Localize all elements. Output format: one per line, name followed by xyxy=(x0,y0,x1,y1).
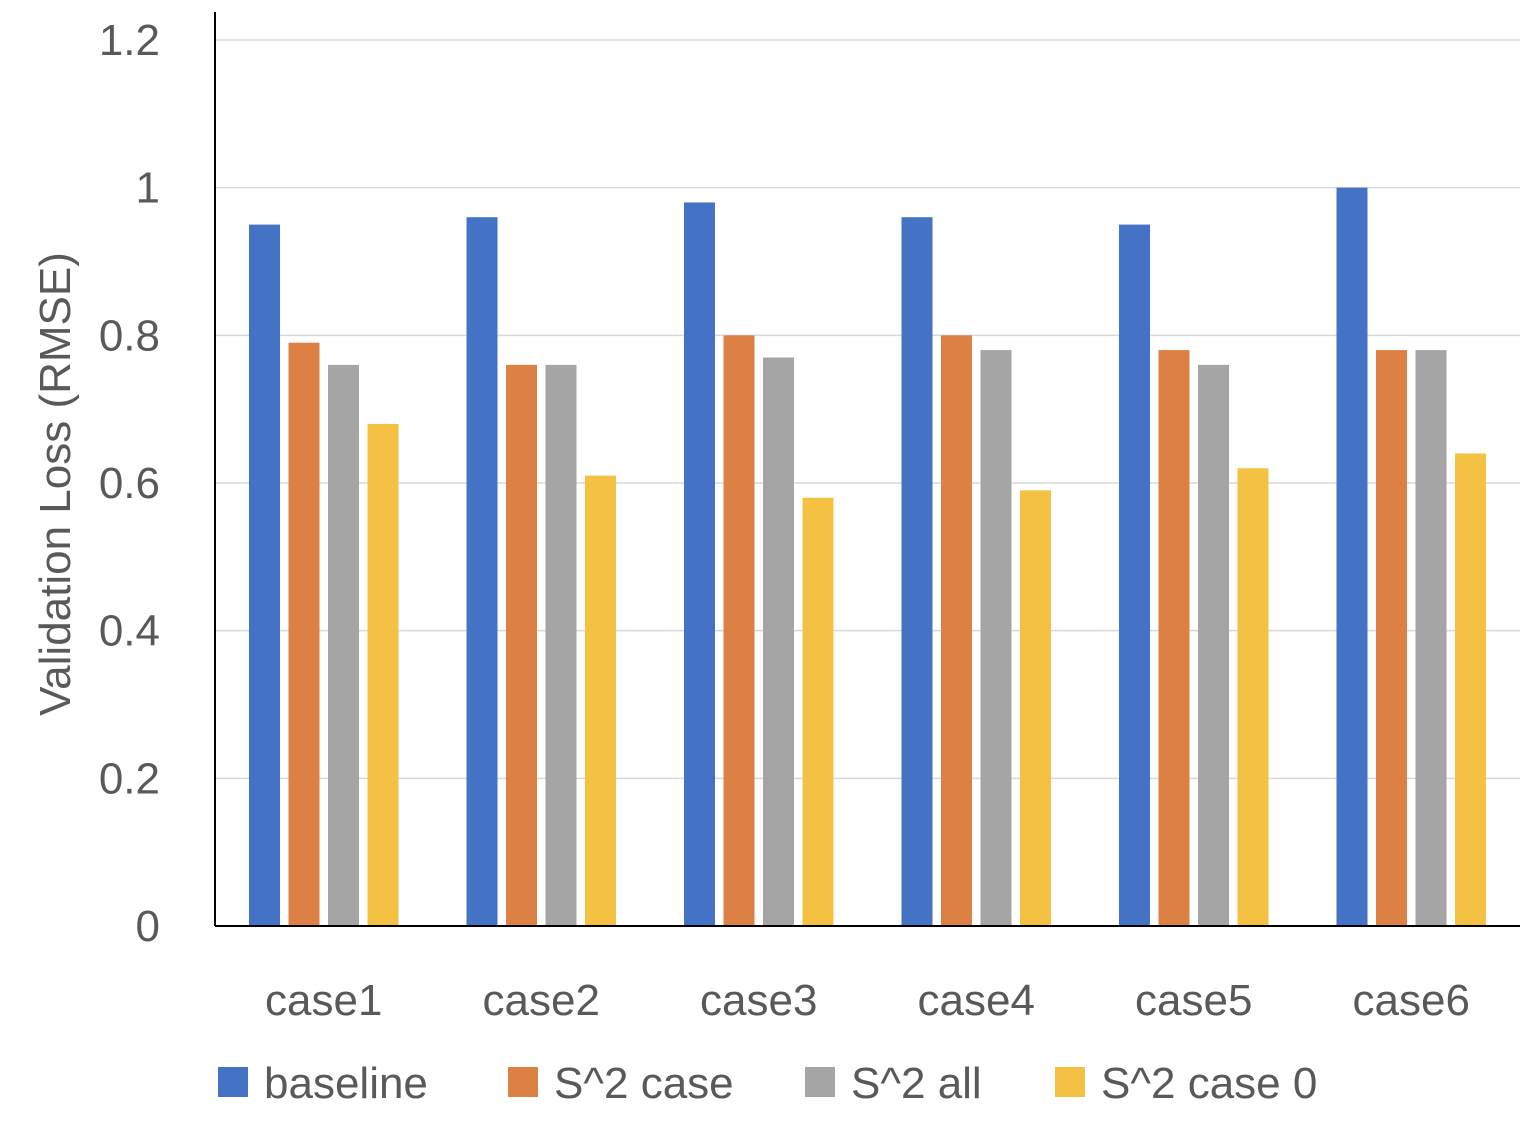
bar-s-2-case-0-case4 xyxy=(1020,490,1051,926)
bar-s-2-all-case4 xyxy=(980,350,1012,927)
y-tick-labels: 0 0.2 0.4 0.6 0.8 1 1.2 xyxy=(99,16,160,951)
x-category-label: case6 xyxy=(1353,976,1470,1025)
bar-s-2-all-case6 xyxy=(1415,350,1447,927)
y-tick-label: 0.6 xyxy=(99,459,160,508)
bar-s-2-case-case4 xyxy=(941,335,972,926)
legend-swatch xyxy=(1055,1067,1085,1097)
legend-label: S^2 case 0 xyxy=(1101,1059,1317,1108)
x-category-label: case4 xyxy=(918,976,1035,1025)
bar-s-2-case-0-case5 xyxy=(1237,468,1269,926)
legend-swatch xyxy=(805,1067,835,1097)
bar-s-2-all-case3 xyxy=(763,357,794,926)
bar-s-2-all-case1 xyxy=(328,364,359,926)
legend-swatch xyxy=(508,1067,538,1097)
x-category-labels: case1 case2 case3 case4 case5 case6 xyxy=(265,976,1470,1025)
bar-s-2-case-case3 xyxy=(723,335,755,926)
legend-label: S^2 case xyxy=(554,1059,734,1108)
y-tick-label: 0.8 xyxy=(99,311,160,360)
bar-s-2-case-case5 xyxy=(1158,350,1190,927)
legend-label: S^2 all xyxy=(851,1059,982,1108)
axes xyxy=(214,12,1520,927)
bars xyxy=(249,187,1486,927)
bar-baseline-case3 xyxy=(684,202,715,926)
bar-s-2-case-case2 xyxy=(506,364,537,926)
legend-swatch xyxy=(218,1067,248,1097)
gridlines xyxy=(215,39,1520,780)
bar-s-2-case-case1 xyxy=(288,342,320,926)
bar-s-2-case-case6 xyxy=(1376,350,1407,927)
bar-baseline-case1 xyxy=(249,224,280,927)
x-category-label: case5 xyxy=(1135,976,1252,1025)
y-tick-label: 0.4 xyxy=(99,607,160,656)
bar-s-2-case-0-case1 xyxy=(367,423,399,926)
y-tick-label: 0.2 xyxy=(99,754,160,803)
bar-s-2-all-case5 xyxy=(1198,364,1229,926)
y-axis-title: Validation Loss (RMSE) xyxy=(31,252,80,716)
y-tick-label: 1 xyxy=(136,164,160,213)
bar-s-2-case-0-case2 xyxy=(585,475,616,926)
bar-s-2-case-0-case6 xyxy=(1455,453,1486,926)
x-category-label: case2 xyxy=(483,976,600,1025)
bar-baseline-case2 xyxy=(466,217,498,926)
y-tick-label: 1.2 xyxy=(99,16,160,65)
legend-label: baseline xyxy=(264,1059,428,1108)
legend: baseline S^2 case S^2 all S^2 case 0 xyxy=(218,1059,1317,1108)
bar-baseline-case5 xyxy=(1119,224,1150,927)
bar-s-2-all-case2 xyxy=(545,364,577,926)
bar-s-2-case-0-case3 xyxy=(802,497,834,926)
x-category-label: case1 xyxy=(265,976,382,1025)
bar-baseline-case6 xyxy=(1336,187,1368,926)
x-category-label: case3 xyxy=(700,976,817,1025)
y-tick-label: 0 xyxy=(136,902,160,951)
bar-baseline-case4 xyxy=(901,217,933,926)
